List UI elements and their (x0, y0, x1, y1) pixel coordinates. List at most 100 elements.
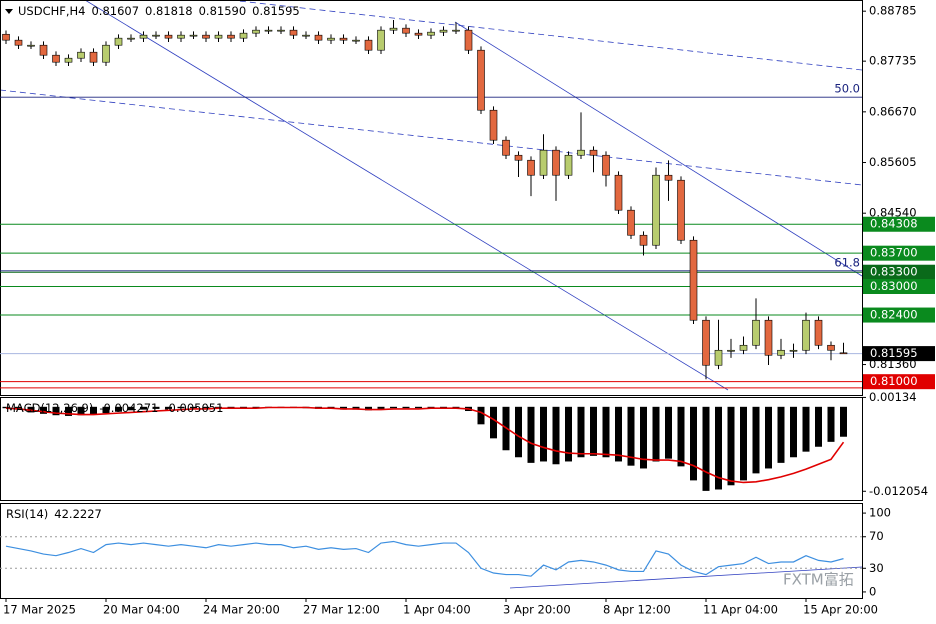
macd-bar (115, 406, 122, 412)
candle-body (664, 174, 673, 181)
candle-body (777, 349, 785, 356)
fib-label: 50.0 (834, 82, 860, 96)
x-tick-label: 27 Mar 12:00 (303, 603, 380, 617)
macd-bar (477, 406, 485, 425)
candle-body (452, 29, 460, 32)
macd-bar (390, 406, 397, 409)
header-value: 0.81607 (91, 4, 139, 18)
menu-arrow[interactable] (5, 9, 13, 14)
macd-signal (5, 406, 845, 484)
candle-body (814, 319, 823, 346)
trend-lines (0, 0, 863, 589)
candle-body (239, 32, 248, 39)
candle-body (427, 31, 435, 36)
candle-body (152, 34, 160, 37)
candle-body (752, 319, 760, 346)
candle-body (102, 44, 110, 63)
macd-bar (65, 406, 72, 416)
macd-bar (677, 406, 685, 467)
level-box (863, 216, 935, 232)
macd-bar (727, 406, 735, 486)
macd-bar (77, 406, 85, 416)
level-label: 0.81000 (870, 374, 918, 388)
rsi-panel (0, 503, 863, 599)
y-tick-label: 30 (869, 561, 884, 575)
panel-header: USDCHF,H4 0.81607 0.81818 0.81590 0.81595 (18, 4, 300, 18)
candle-body (727, 349, 735, 352)
macd-bar (240, 406, 247, 408)
rsi-line (5, 540, 844, 577)
candle-body (614, 174, 623, 211)
candle-body (489, 109, 498, 141)
macd-bar (565, 406, 572, 462)
candle-body (327, 37, 335, 41)
macd-bar (490, 406, 497, 439)
candle-body (564, 154, 573, 176)
macd-bar (590, 406, 597, 456)
macd-bar (540, 406, 547, 462)
candle-body (214, 34, 223, 39)
macd-bar (740, 406, 747, 481)
header-title: MACD(12,26,9) (6, 401, 93, 415)
macd-bar (777, 406, 785, 463)
candle-body (77, 51, 85, 59)
candle-body (389, 27, 398, 31)
level-box (863, 264, 935, 280)
macd-bar (2, 406, 10, 409)
channel-line (454, 21, 863, 277)
macd-bar (165, 406, 172, 409)
macd-bar (177, 406, 185, 409)
candle-body (177, 34, 185, 39)
macd-bar (815, 406, 822, 447)
header-value: 0.81595 (252, 4, 300, 18)
level-box (863, 346, 935, 362)
y-tick-label: -0.012054 (869, 484, 928, 498)
candle-body (64, 57, 73, 63)
candle-body (252, 29, 260, 34)
candle-body (527, 159, 535, 176)
fib-label: 61.8 (834, 255, 860, 269)
macd-bar (665, 406, 672, 459)
macd-bar (202, 406, 210, 409)
candle-body (802, 319, 810, 351)
channel-line (84, 0, 729, 391)
header-title: USDCHF,H4 (18, 4, 85, 18)
macd-bar (102, 406, 110, 414)
macd-bar (527, 406, 535, 463)
macd-bar (415, 406, 422, 409)
candle-body (627, 209, 635, 236)
macd-bar (402, 406, 410, 409)
candle-body (127, 37, 135, 40)
candle-body (277, 29, 285, 32)
level-label: 0.83700 (870, 246, 918, 260)
level-label: 0.83000 (870, 279, 918, 293)
level-label: 0.83300 (870, 265, 918, 279)
candle-body (114, 37, 123, 46)
candle-body (577, 149, 585, 156)
macd-bar (427, 406, 435, 408)
macd-bar (90, 406, 97, 415)
candle-body (839, 352, 848, 355)
macd-bar (752, 406, 760, 474)
candle-body (764, 319, 773, 356)
x-tick-label: 3 Apr 20:00 (503, 603, 571, 617)
header-value: 0.81818 (145, 4, 193, 18)
y-tick-label: 0 (869, 584, 876, 598)
candle-body (539, 149, 548, 176)
header-title: RSI(14) (6, 507, 48, 521)
macd-bar (827, 406, 835, 442)
candle-body (89, 51, 98, 63)
candle-body (464, 29, 473, 51)
y-tick-label: 0.88785 (869, 4, 917, 18)
level-box (863, 374, 935, 390)
candle-body (339, 37, 348, 41)
candle-body (2, 33, 10, 41)
candle-body (14, 39, 23, 46)
level-label: 0.82400 (870, 308, 918, 322)
candle-body (264, 29, 273, 32)
candle-body (502, 139, 510, 156)
macd-bar (152, 406, 160, 409)
